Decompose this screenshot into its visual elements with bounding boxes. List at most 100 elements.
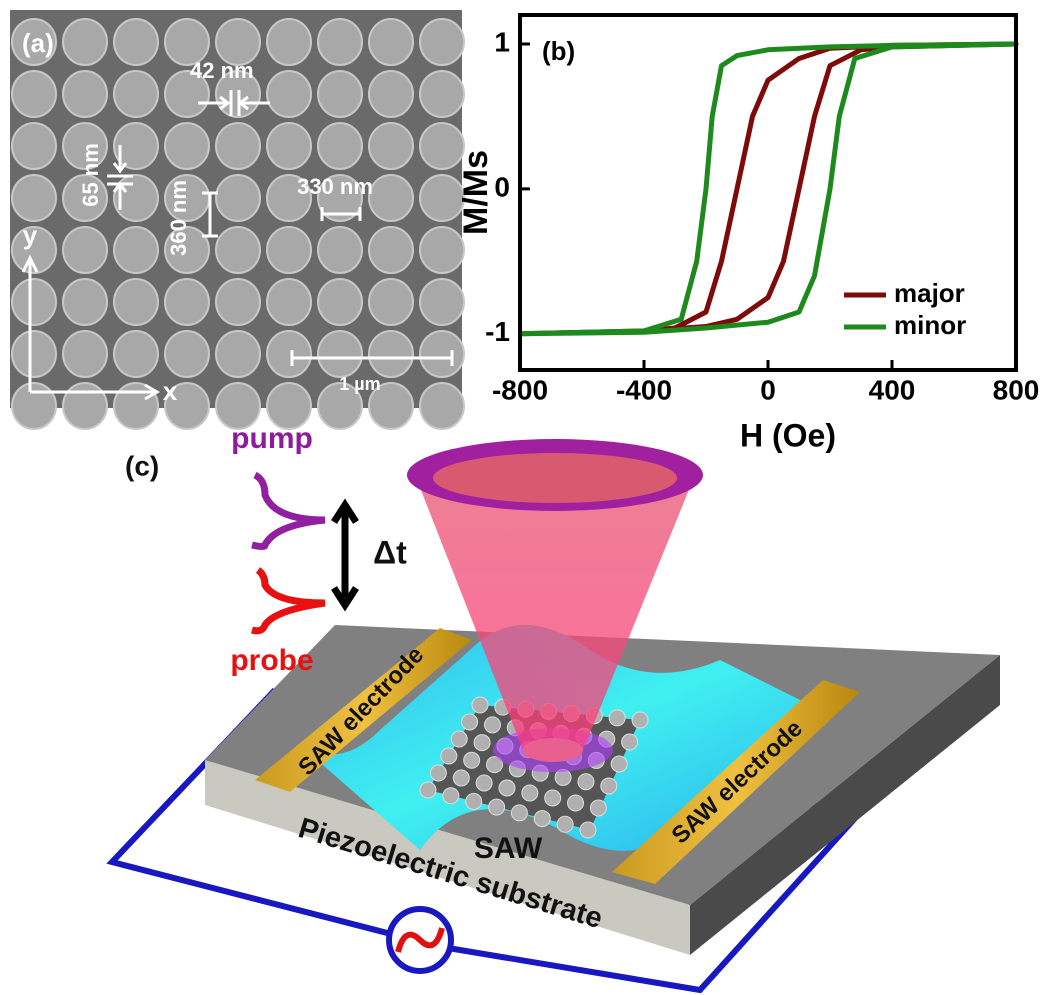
x-tick-label: 800 xyxy=(993,374,1040,405)
nanodot xyxy=(12,331,56,377)
nanodot xyxy=(63,331,107,377)
nanodot xyxy=(609,710,625,726)
nanodot xyxy=(216,331,260,377)
nanodot xyxy=(453,770,469,786)
nanodot xyxy=(420,331,464,377)
nanodot xyxy=(318,227,362,273)
saw-label: SAW xyxy=(474,832,543,865)
pump-pulse xyxy=(252,475,325,547)
nanodot xyxy=(12,383,56,429)
x-axis-label: H (Oe) xyxy=(740,417,836,453)
nanodot xyxy=(216,175,260,221)
nanodot xyxy=(545,790,561,806)
nanodot xyxy=(464,752,480,768)
nanodot xyxy=(267,19,311,65)
annotation: 65 nm xyxy=(78,143,103,207)
nanodot xyxy=(114,19,158,65)
nanodot xyxy=(369,123,413,169)
nanodot xyxy=(267,227,311,273)
nanodot xyxy=(216,227,260,273)
nanodot xyxy=(267,279,311,325)
nanodot xyxy=(484,717,500,733)
nanodot xyxy=(611,756,627,772)
y-axis-label: M/Ms xyxy=(457,150,495,235)
x-tick-label: 400 xyxy=(869,374,916,405)
scale-label: 1 µm xyxy=(339,374,380,394)
nanodot xyxy=(632,712,648,728)
nanodot xyxy=(63,383,107,429)
legend-label: major xyxy=(894,278,965,308)
laser-focus xyxy=(523,738,583,762)
nanodot xyxy=(12,175,56,221)
axis-label: y xyxy=(23,220,38,250)
nanodot xyxy=(522,785,538,801)
sem-panel: (a) 42 nm 65 nm 360 nm 330 nm 1 µm x y xyxy=(10,10,464,429)
annotation: 330 nm xyxy=(297,174,373,199)
x-tick-label: -400 xyxy=(616,374,672,405)
nanodot xyxy=(578,774,594,790)
axis-label: x xyxy=(163,376,178,406)
x-tick-label: -800 xyxy=(492,374,548,405)
nanodot xyxy=(216,123,260,169)
annotation: 360 nm xyxy=(166,180,191,256)
nanodot xyxy=(114,279,158,325)
y-tick-label: 1 xyxy=(494,26,510,57)
nanodot xyxy=(369,19,413,65)
annotation: 42 nm xyxy=(190,58,254,83)
nanodot xyxy=(462,714,478,730)
nanodot xyxy=(63,227,107,273)
nanodot xyxy=(369,279,413,325)
probe-label: probe xyxy=(230,644,313,677)
panel-label: (b) xyxy=(542,36,575,66)
panel-label: (c) xyxy=(125,450,159,481)
panel-label: (a) xyxy=(22,28,54,58)
nanodot xyxy=(114,227,158,273)
nanodot xyxy=(601,778,617,794)
nanodot xyxy=(63,279,107,325)
nanodot xyxy=(472,697,488,713)
pump-label: pump xyxy=(231,422,313,455)
nanodot xyxy=(443,788,459,804)
nanodot xyxy=(420,383,464,429)
nanodot xyxy=(114,331,158,377)
nanodot xyxy=(165,331,209,377)
nanodot xyxy=(580,822,596,838)
nanodot xyxy=(369,71,413,117)
device-diagram: (c) pump Δt probe SAW electrode SAW elec… xyxy=(112,422,1000,990)
nanodot xyxy=(165,123,209,169)
y-tick-label: -1 xyxy=(485,316,510,347)
nanodot xyxy=(420,782,436,798)
figure: (a) 42 nm 65 nm 360 nm 330 nm 1 µm x y -… xyxy=(0,0,1050,995)
nanodot xyxy=(590,800,606,816)
probe-pulse xyxy=(252,570,325,631)
nanodot xyxy=(12,279,56,325)
nanodot xyxy=(12,71,56,117)
nanodot xyxy=(63,71,107,117)
nanodot xyxy=(534,811,550,827)
delay-label: Δt xyxy=(373,534,407,570)
nanodot xyxy=(318,279,362,325)
nanodot xyxy=(466,793,482,809)
nanodot xyxy=(267,123,311,169)
laser-top xyxy=(433,453,677,503)
nanodot xyxy=(420,19,464,65)
nanodot xyxy=(216,279,260,325)
nanodot xyxy=(489,799,505,815)
nanodot xyxy=(369,331,413,377)
nanodot xyxy=(165,279,209,325)
nanodot xyxy=(430,765,446,781)
nanodot xyxy=(499,780,515,796)
x-tick-label: 0 xyxy=(760,374,776,405)
delay-arrow xyxy=(334,505,356,605)
nanodot xyxy=(318,19,362,65)
nanodot xyxy=(369,227,413,273)
nanodot xyxy=(114,71,158,117)
legend-label: minor xyxy=(894,310,966,340)
nanodot xyxy=(557,816,573,832)
nanodot xyxy=(420,279,464,325)
nanodot xyxy=(420,71,464,117)
nanodot xyxy=(63,19,107,65)
nanodot xyxy=(441,748,457,764)
nanodot xyxy=(369,175,413,221)
